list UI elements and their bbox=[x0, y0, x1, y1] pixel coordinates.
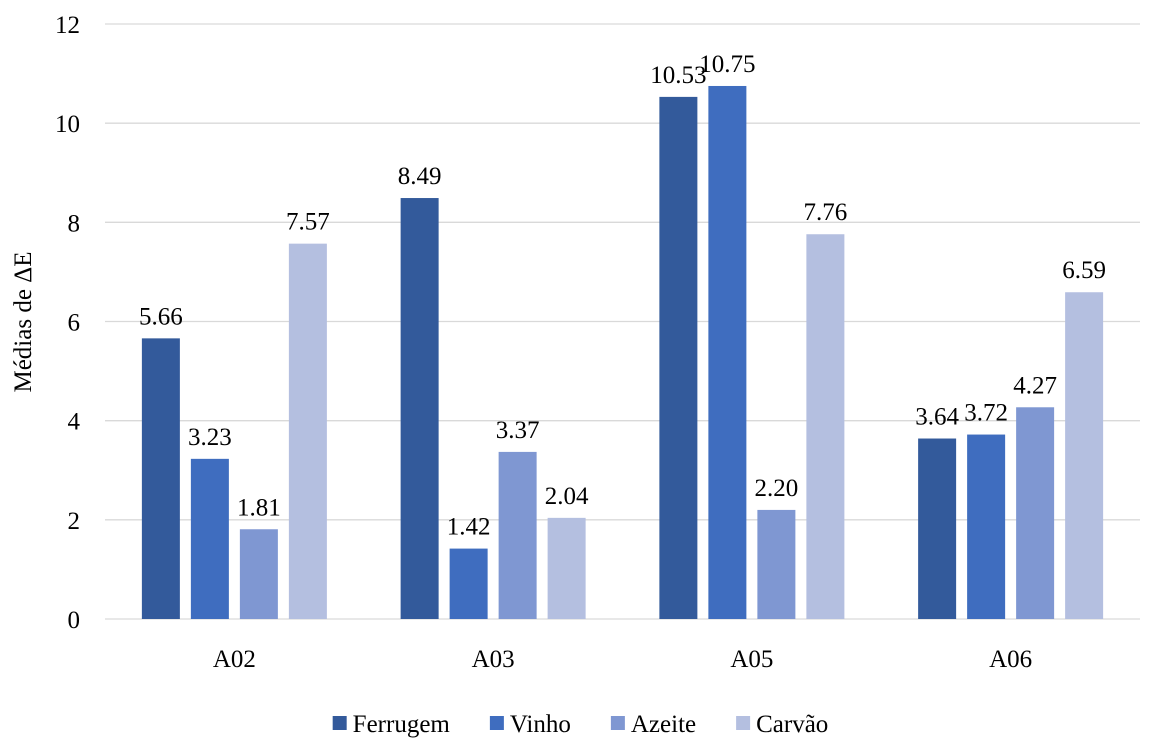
bar-a02-ferrugem bbox=[141, 338, 180, 619]
bar-a06-carvão bbox=[1065, 292, 1104, 619]
data-label: 5.66 bbox=[139, 303, 183, 330]
bar-a03-vinho bbox=[449, 548, 488, 619]
y-tick-label: 0 bbox=[68, 607, 81, 634]
data-label: 2.04 bbox=[545, 483, 589, 510]
y-axis-title: Médias de ΔE bbox=[10, 251, 37, 392]
data-label: 10.75 bbox=[699, 51, 755, 78]
data-labels: 5.66 3.23 1.81 7.57 8.49 1.42 3.37 2.04 10.5310.… bbox=[139, 51, 1106, 541]
data-label: 7.57 bbox=[286, 209, 330, 236]
x-category-label: A03 bbox=[472, 646, 515, 673]
data-label: 3.23 bbox=[188, 424, 232, 451]
bar-a06-vinho bbox=[967, 434, 1006, 619]
x-category-label: A02 bbox=[213, 646, 256, 673]
y-tick-label: 4 bbox=[68, 409, 81, 436]
data-label: 1.42 bbox=[447, 514, 491, 541]
bar-a02-carvão bbox=[288, 243, 327, 619]
data-label: 1.81 bbox=[237, 494, 281, 521]
x-category-label: A05 bbox=[730, 646, 773, 673]
data-label: 2.20 bbox=[755, 475, 799, 502]
y-tick-label: 8 bbox=[68, 210, 81, 237]
bar-a06-ferrugem bbox=[918, 438, 957, 619]
y-tick-label: 12 bbox=[55, 12, 80, 39]
bar-a06-azeite bbox=[1016, 407, 1055, 619]
bar-a05-vinho bbox=[708, 85, 747, 619]
data-label: 7.76 bbox=[804, 199, 848, 226]
bar-a05-carvão bbox=[806, 234, 845, 619]
legend: Ferrugem Vinho Azeite Carvão bbox=[332, 711, 828, 738]
bar-a02-vinho bbox=[190, 458, 229, 619]
legend-label: Carvão bbox=[756, 711, 828, 738]
data-label: 6.59 bbox=[1062, 257, 1106, 284]
bar-a03-azeite bbox=[498, 451, 537, 619]
bars bbox=[141, 85, 1104, 619]
bar-a05-azeite bbox=[757, 509, 796, 619]
y-tick-label: 10 bbox=[55, 111, 80, 138]
legend-label: Ferrugem bbox=[353, 711, 451, 738]
bar-a05-ferrugem bbox=[659, 96, 698, 619]
data-label: 10.53 bbox=[650, 62, 706, 89]
y-axis-ticks: 0 2 4 6 8 10 12 bbox=[55, 12, 81, 634]
x-category-label: A06 bbox=[989, 646, 1032, 673]
data-label: 4.27 bbox=[1013, 372, 1057, 399]
x-axis-categories: A02 A03 A05 A06 bbox=[213, 646, 1032, 673]
data-label: 3.72 bbox=[964, 400, 1008, 427]
y-tick-label: 2 bbox=[68, 508, 81, 535]
legend-label: Azeite bbox=[631, 711, 696, 738]
data-label: 3.64 bbox=[915, 404, 959, 431]
legend-swatch-vinho bbox=[489, 716, 504, 730]
y-tick-label: 6 bbox=[68, 310, 81, 337]
data-label: 3.37 bbox=[496, 417, 540, 444]
bar-a03-carvão bbox=[547, 517, 586, 619]
bar-a03-ferrugem bbox=[400, 198, 439, 619]
gridlines bbox=[105, 23, 1140, 620]
bar-a02-azeite bbox=[239, 529, 278, 619]
data-label: 8.49 bbox=[398, 163, 442, 190]
legend-label: Vinho bbox=[510, 711, 571, 738]
legend-swatch-carvão bbox=[736, 716, 751, 730]
legend-swatch-ferrugem bbox=[332, 716, 347, 730]
legend-swatch-azeite bbox=[610, 716, 625, 730]
